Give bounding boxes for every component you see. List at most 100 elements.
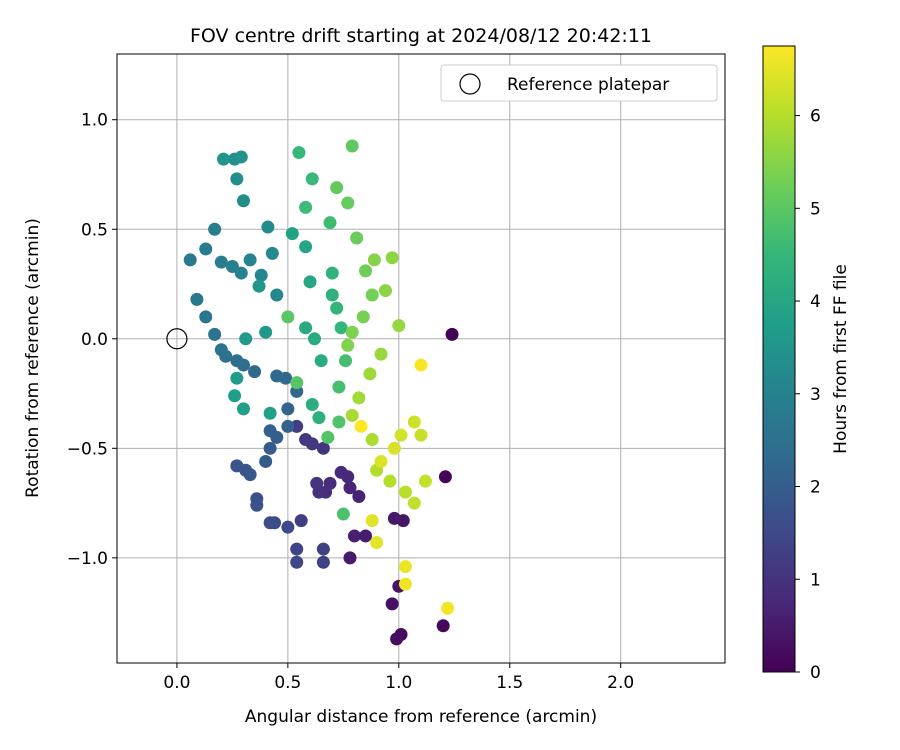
- data-point: [310, 476, 324, 490]
- data-point: [414, 428, 428, 442]
- data-point: [334, 321, 348, 335]
- colorbar-ticks: 0 1 2 3 4 5 6: [795, 107, 821, 683]
- legend-entry-reference-platepar: Reference platepar: [507, 75, 669, 95]
- data-point: [214, 343, 228, 357]
- data-point: [325, 266, 339, 280]
- colorbar: 0 1 2 3 4 5 6 Hours from first FF file: [762, 45, 851, 683]
- data-point: [414, 358, 428, 372]
- data-point: [352, 490, 366, 504]
- data-point: [230, 354, 244, 368]
- legend-box: [440, 64, 718, 102]
- data-point: [305, 172, 319, 186]
- data-point: [352, 391, 366, 405]
- data-point: [281, 520, 295, 534]
- data-point: [363, 367, 377, 381]
- data-point: [359, 529, 373, 543]
- data-point: [356, 310, 370, 324]
- data-point: [225, 259, 239, 273]
- data-point: [390, 632, 404, 646]
- data-point: [441, 601, 455, 615]
- data-point: [314, 354, 328, 368]
- data-point: [445, 327, 459, 341]
- data-point: [294, 514, 308, 528]
- data-point: [290, 555, 304, 569]
- data-point: [341, 196, 355, 210]
- data-point: [387, 441, 401, 455]
- data-point: [243, 468, 257, 482]
- data-point: [316, 555, 330, 569]
- y-axis-label: Rotation from reference (arcmin): [23, 218, 43, 498]
- data-point: [230, 371, 244, 385]
- chart-title: FOV centre drift starting at 2024/08/12 …: [190, 25, 652, 47]
- colorbar-gradient: [762, 45, 796, 673]
- data-point: [234, 266, 248, 280]
- data-point: [285, 227, 299, 241]
- data-point: [407, 496, 421, 510]
- data-point: [236, 194, 250, 208]
- colorbar-tick-label: 5: [810, 199, 821, 219]
- x-tick-label: 0.5: [274, 673, 301, 693]
- colorbar-tick-label: 3: [810, 385, 821, 405]
- data-point: [299, 200, 313, 214]
- data-point: [398, 560, 412, 574]
- data-point: [243, 253, 257, 267]
- data-point: [312, 411, 326, 425]
- data-point: [436, 619, 450, 633]
- data-point: [385, 251, 399, 265]
- data-point: [330, 301, 344, 315]
- data-point: [398, 485, 412, 499]
- data-point: [350, 231, 364, 245]
- data-point: [383, 474, 397, 488]
- data-point: [239, 332, 253, 346]
- data-point: [190, 292, 204, 306]
- data-point: [208, 222, 222, 236]
- data-point: [228, 389, 242, 403]
- data-point: [254, 268, 268, 282]
- data-point: [230, 172, 244, 186]
- data-point: [339, 354, 353, 368]
- data-point: [345, 139, 359, 153]
- data-point: [270, 288, 284, 302]
- grid-lines: [117, 54, 725, 663]
- data-point: [248, 365, 262, 379]
- x-tick-label: 1.5: [496, 673, 523, 693]
- x-axis-label: Angular distance from reference (arcmin): [245, 707, 597, 727]
- data-point: [374, 454, 388, 468]
- data-point: [365, 514, 379, 528]
- data-point: [199, 310, 213, 324]
- data-point: [263, 516, 277, 530]
- colorbar-tick-label: 2: [810, 478, 821, 498]
- data-point: [336, 507, 350, 521]
- y-axis-ticks: 1.0 0.5 0.0 −0.5 −1.0: [67, 111, 117, 569]
- data-point: [370, 536, 384, 550]
- data-point: [385, 597, 399, 611]
- y-tick-label: 0.0: [81, 330, 108, 350]
- data-point: [392, 319, 406, 333]
- data-point: [365, 288, 379, 302]
- data-point: [387, 511, 401, 525]
- x-tick-label: 0.0: [163, 673, 190, 693]
- data-point: [299, 321, 313, 335]
- data-point: [230, 459, 244, 473]
- data-point: [343, 551, 357, 565]
- data-point: [250, 498, 264, 512]
- legend: Reference platepar: [440, 64, 718, 102]
- y-tick-label: −0.5: [67, 439, 108, 459]
- data-point: [236, 402, 250, 416]
- data-point: [299, 240, 313, 254]
- data-point: [334, 465, 348, 479]
- data-point: [323, 216, 337, 230]
- data-point: [343, 481, 357, 495]
- y-tick-label: 1.0: [81, 111, 108, 131]
- data-point: [234, 150, 248, 164]
- x-axis-ticks: 0.0 0.5 1.0 1.5 2.0: [163, 663, 634, 693]
- x-tick-label: 2.0: [607, 673, 634, 693]
- data-point: [270, 369, 284, 383]
- data-point: [332, 415, 346, 429]
- data-point: [347, 529, 361, 543]
- data-point: [330, 181, 344, 195]
- reference-point-marker: [166, 328, 188, 350]
- x-tick-label: 1.0: [385, 673, 412, 693]
- data-point: [374, 347, 388, 361]
